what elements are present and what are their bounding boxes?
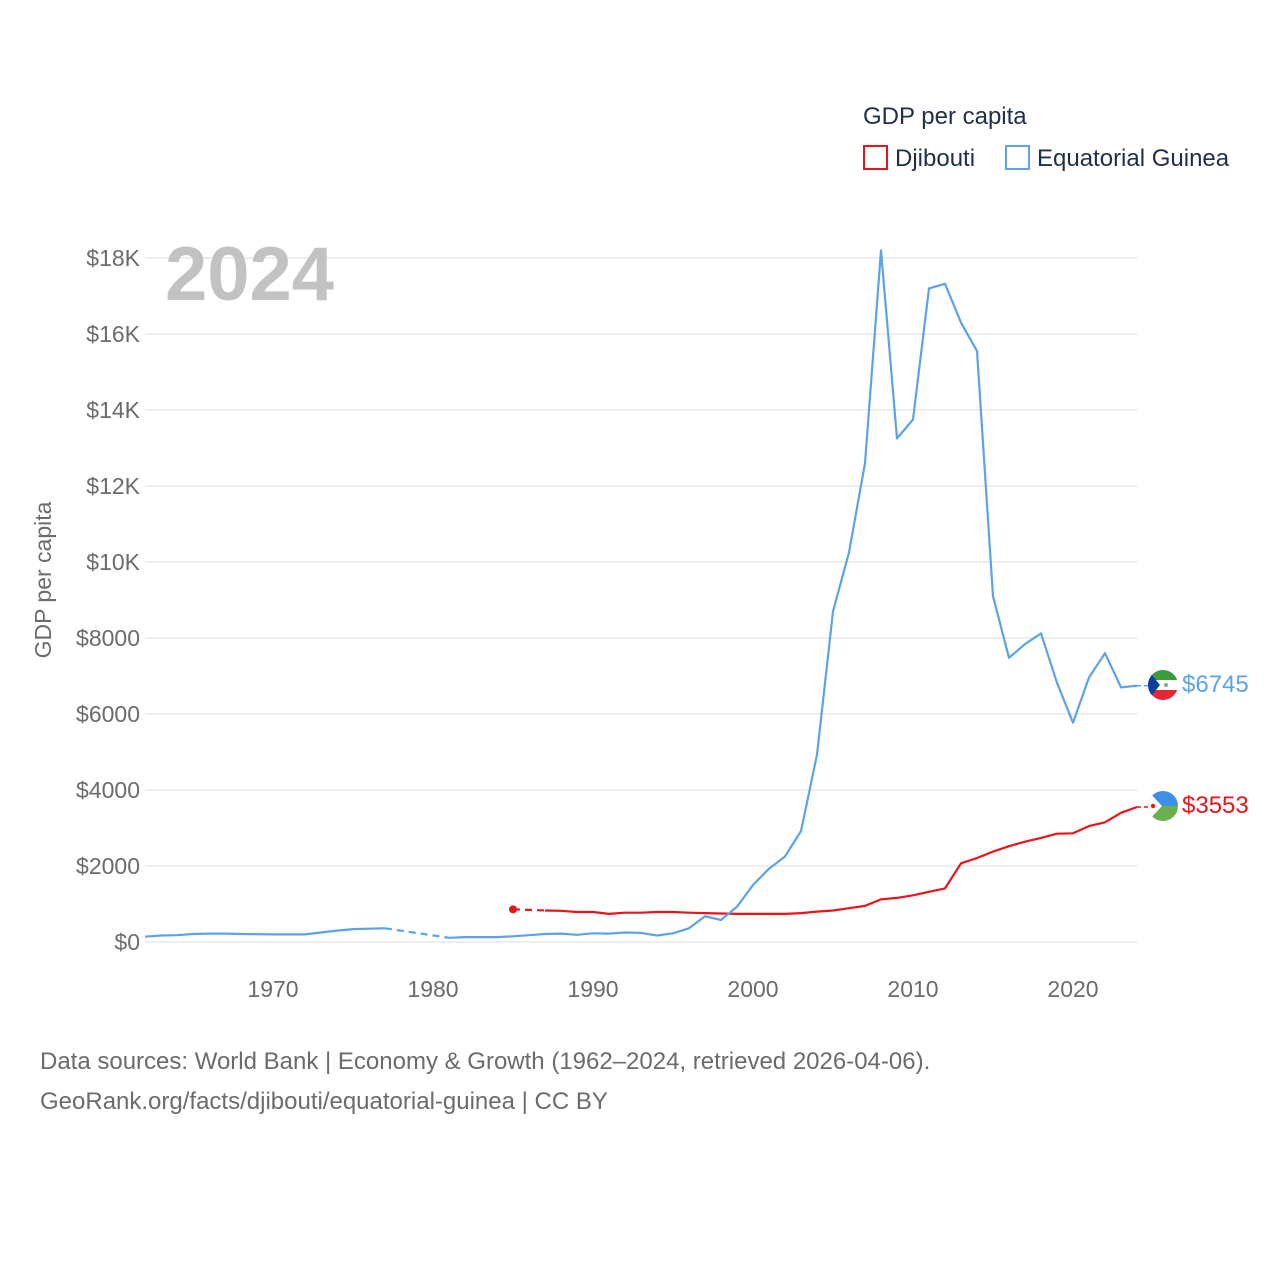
series-gap-equatorial-guinea [384, 927, 450, 939]
djibouti-flag-icon [1148, 791, 1178, 821]
y-tick-label: $0 [114, 929, 140, 955]
y-tick-label: $16K [86, 321, 140, 347]
y-tick-label: $10K [86, 549, 140, 575]
data-source-text: Data sources: World Bank | Economy & Gro… [40, 1048, 931, 1075]
y-axis-label: GDP per capita [30, 501, 56, 658]
chart: GDP per capita Djibouti Equatorial Guine… [30, 103, 1249, 1002]
legend-label-djibouti: Djibouti [895, 145, 975, 172]
y-tick-label: $12K [86, 473, 140, 499]
legend-item-djibouti[interactable]: Djibouti [863, 145, 975, 172]
y-axis-ticks: $0 $2000 $4000 $6000 $8000 $10K $12K $14K $16K $1… [76, 245, 141, 955]
y-tick-label: $2000 [76, 853, 140, 879]
y-tick-label: $4000 [76, 777, 140, 803]
legend-swatch-djibouti [863, 145, 888, 170]
year-label: 2024 [165, 232, 334, 317]
gridlines [145, 257, 1137, 943]
series-start-marker-djibouti [509, 905, 517, 914]
source-url-text: GeoRank.org/facts/djibouti/equatorial-gu… [40, 1088, 608, 1115]
y-tick-label: $18K [86, 245, 140, 271]
x-tick-label: 2020 [1047, 976, 1098, 1002]
legend-swatch-equatorial-guinea [1005, 145, 1030, 170]
legend-title: GDP per capita [863, 103, 1027, 130]
legend-item-equatorial-guinea[interactable]: Equatorial Guinea [1005, 145, 1230, 172]
series-line-equatorial-guinea [144, 249, 1138, 939]
equatorial-guinea-flag-icon [1148, 670, 1178, 700]
x-tick-label: 1980 [407, 976, 458, 1002]
x-tick-label: 1970 [247, 976, 298, 1002]
series-line-djibouti [544, 805, 1138, 915]
x-axis-ticks: 1970 1980 1990 2000 2010 2020 [247, 976, 1098, 1002]
x-tick-label: 2000 [727, 976, 778, 1002]
y-tick-label: $8000 [76, 625, 140, 651]
series-layer [144, 249, 1148, 939]
footer: Data sources: World Bank | Economy & Gro… [40, 1042, 930, 1122]
y-tick-label: $6000 [76, 701, 140, 727]
end-label-equatorial-guinea: $6745 [1182, 671, 1249, 698]
end-label-djibouti: $3553 [1182, 792, 1249, 819]
x-tick-label: 1990 [567, 976, 618, 1002]
series-gap-djibouti [512, 908, 546, 912]
legend-label-equatorial-guinea: Equatorial Guinea [1037, 145, 1230, 172]
x-tick-label: 2010 [887, 976, 938, 1002]
y-tick-label: $14K [86, 397, 140, 423]
legend: GDP per capita Djibouti Equatorial Guine… [863, 103, 1230, 172]
